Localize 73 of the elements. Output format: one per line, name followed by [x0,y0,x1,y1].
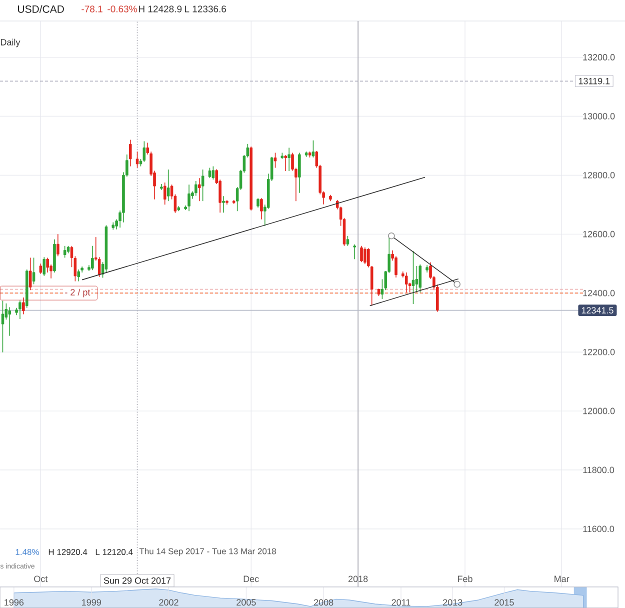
candlestick [360,246,363,263]
x-tick-label: Dec [244,576,259,582]
annotation: H 12920.4 [48,548,88,555]
candlestick [412,250,415,304]
annotation: Thu 14 Sep 2017 - Tue 13 Mar 2018 [139,548,276,556]
y-tick-label: 12200.0 [583,348,615,356]
candlestick [56,234,60,257]
candlestick [256,198,260,208]
candlestick [32,257,36,285]
x-tick-label: 2011 [392,599,410,606]
candlestick [136,151,139,168]
candlestick [353,244,356,260]
candlestick [28,257,32,291]
candlestick [312,140,315,158]
candlestick [418,264,422,293]
candlestick [222,196,225,213]
candlestick [346,235,350,246]
candlestick [188,184,190,212]
candlestick [142,140,146,162]
candlestick [42,256,46,276]
x-tick-label: Mar [554,576,570,582]
candlestick [288,147,290,172]
annotation: L 12120.4 [96,548,133,555]
text: L 12336.6 [184,6,226,12]
candlestick [163,182,166,206]
candlestick [18,300,22,320]
annotation: Daily [0,38,20,48]
x-tick-label: 1996 [4,599,24,606]
candlestick [128,139,132,167]
x-tick-label: 2015 [494,599,514,606]
candlestick [260,198,263,220]
candlestick [63,246,66,258]
text: -0.63% [108,6,137,12]
candlestick [364,246,366,265]
y-tick-label: 13000.0 [583,113,615,120]
chart-title: USD/CAD [18,5,64,13]
x-tick-label: 1999 [82,599,101,606]
candlestick [274,152,277,168]
candlestick [298,152,301,194]
candlestick [39,263,42,274]
candlestick [8,306,12,336]
ref-line-label: 12341.5 [582,307,614,314]
y-tick-label: 12800.0 [583,172,615,178]
candlestick [22,297,25,315]
annotation: 1.48% [16,548,39,555]
ref-line-label: Sun 29 Oct 2017 [104,577,171,584]
ref-line-label: 13119.1 [578,78,610,84]
text: -78.1 [82,6,102,12]
y-tick-label: 12400.0 [583,290,615,296]
x-tick-label: 2005 [236,599,256,606]
candlestick [208,167,212,179]
y-tick-label: 12600.0 [583,230,615,238]
candlestick [284,154,287,172]
y-tick-label: 11600.0 [583,526,614,532]
candlestick [166,169,170,202]
x-tick-label: 2002 [159,599,178,606]
candlestick [198,178,201,202]
x-tick-label: Feb [458,575,472,582]
candlestick [91,246,94,270]
x-tick-label: 2008 [314,599,334,606]
text: H 12428.9 [138,6,182,12]
candlestick [77,269,80,282]
candlestick [404,272,408,293]
y-tick-label: 13200.0 [583,54,615,60]
y-tick-label: 11800.0 [583,466,614,474]
x-tick-label: Oct [34,576,48,582]
candlestick [201,169,204,202]
x-tick-label: 2018 [348,576,368,582]
ref-line-label: - 2 / pt [65,288,90,298]
candlestick [194,180,198,196]
candlestick [1,300,4,353]
y-tick-label: 12000.0 [583,408,615,414]
candlestick [212,166,215,180]
